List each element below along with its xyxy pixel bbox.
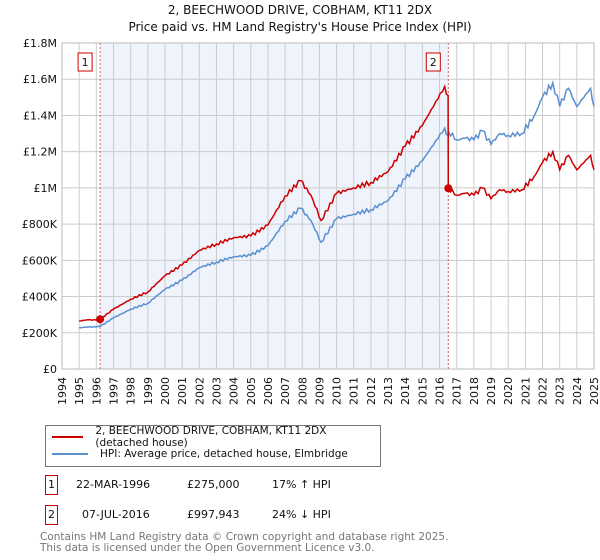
hpi-line — [79, 79, 595, 329]
sale-label: 1 — [82, 56, 89, 69]
legend: 2, BEECHWOOD DRIVE, COBHAM, KT11 2DX (de… — [45, 425, 381, 467]
x-tick-label: 2011 — [348, 377, 361, 405]
x-tick-label: 2017 — [451, 377, 464, 405]
y-tick-label: £200K — [22, 327, 58, 340]
x-tick-label: 1998 — [125, 377, 138, 405]
sale-label-box — [77, 52, 93, 72]
property-price-line — [79, 84, 595, 322]
x-tick-label: 2003 — [210, 377, 223, 405]
legend-hpi: HPI: Average price, detached house, Elmb… — [100, 448, 348, 460]
sale-row: 1 22-MAR-1996 £275,000 17% ↑ HPI — [45, 475, 445, 495]
ownership-shade — [100, 43, 449, 369]
x-tick-label: 2005 — [245, 377, 258, 405]
x-tick-label: 2007 — [279, 377, 292, 405]
y-tick-label: £1.4M — [23, 109, 57, 122]
sale-date: 22-MAR-1996 — [76, 478, 151, 491]
x-tick-label: 2016 — [434, 377, 447, 405]
y-tick-label: £1M — [34, 182, 58, 195]
footer-line: Contains HM Land Registry data © Crown c… — [40, 531, 449, 543]
x-tick-label: 2010 — [331, 377, 344, 405]
y-tick-label: £1.2M — [23, 146, 57, 159]
x-tick-label: 2006 — [262, 377, 275, 405]
x-tick-label: 2013 — [382, 377, 395, 405]
x-tick-label: 2014 — [399, 377, 412, 405]
legend-red-line — [52, 436, 84, 438]
x-tick-label: 1999 — [142, 377, 155, 405]
x-tick-label: 2022 — [537, 377, 550, 405]
y-tick-label: £600K — [22, 254, 58, 267]
x-tick-label: 1994 — [56, 377, 69, 405]
y-tick-label: £400K — [22, 291, 58, 304]
x-tick-label: 2024 — [571, 377, 584, 405]
sale-marker-box: 1 — [45, 475, 58, 495]
x-tick-label: 2009 — [313, 377, 326, 405]
legend-property: 2, BEECHWOOD DRIVE, COBHAM, KT11 2DX (de… — [95, 425, 327, 449]
legend-blue-line — [52, 453, 88, 455]
footer: Contains HM Land Registry data © Crown c… — [40, 532, 448, 554]
footer-line: This data is licensed under the Open Gov… — [40, 542, 375, 554]
sale-hpi-diff: 17% ↑ HPI — [272, 478, 331, 491]
x-tick-label: 2018 — [468, 377, 481, 405]
x-tick-label: 2023 — [554, 377, 567, 405]
y-tick-label: £800K — [22, 218, 58, 231]
sale-row: 2 07-JUL-2016 £997,943 24% ↓ HPI — [45, 505, 445, 525]
x-tick-label: 2021 — [519, 377, 532, 405]
x-tick-label: 2020 — [502, 377, 515, 405]
y-tick-label: £1.6M — [23, 73, 57, 86]
x-tick-label: 1995 — [73, 377, 86, 405]
x-tick-label: 2004 — [228, 377, 241, 405]
x-tick-label: 1996 — [90, 377, 103, 405]
x-tick-label: 2012 — [365, 377, 378, 405]
x-tick-label: 2002 — [193, 377, 206, 405]
sale-date: 07-JUL-2016 — [82, 508, 150, 521]
x-tick-label: 2015 — [416, 377, 429, 405]
sale-hpi-diff: 24% ↓ HPI — [272, 508, 331, 521]
chart-title: 2, BEECHWOOD DRIVE, COBHAM, KT11 2DX — [168, 3, 432, 17]
sale-point — [96, 315, 105, 324]
x-tick-label: 2025 — [588, 377, 600, 405]
y-tick-label: £0 — [43, 363, 57, 376]
sale-marker-box: 2 — [45, 505, 58, 525]
sale-point — [444, 184, 453, 193]
x-tick-label: 2001 — [176, 377, 189, 405]
price-chart: 2, BEECHWOOD DRIVE, COBHAM, KT11 2DX Pri… — [22, 3, 600, 405]
x-tick-label: 2019 — [485, 377, 498, 405]
x-tick-label: 1997 — [107, 377, 120, 405]
sale-price: £275,000 — [187, 478, 240, 491]
plot-frame — [61, 42, 595, 370]
y-tick-label: £1.8M — [23, 37, 57, 50]
x-tick-label: 2000 — [159, 377, 172, 405]
chart-subtitle: Price paid vs. HM Land Registry's House … — [128, 20, 471, 34]
sale-label: 2 — [430, 56, 437, 69]
sale-label-box — [425, 52, 441, 72]
sale-price: £997,943 — [187, 508, 240, 521]
x-tick-label: 2008 — [296, 377, 309, 405]
